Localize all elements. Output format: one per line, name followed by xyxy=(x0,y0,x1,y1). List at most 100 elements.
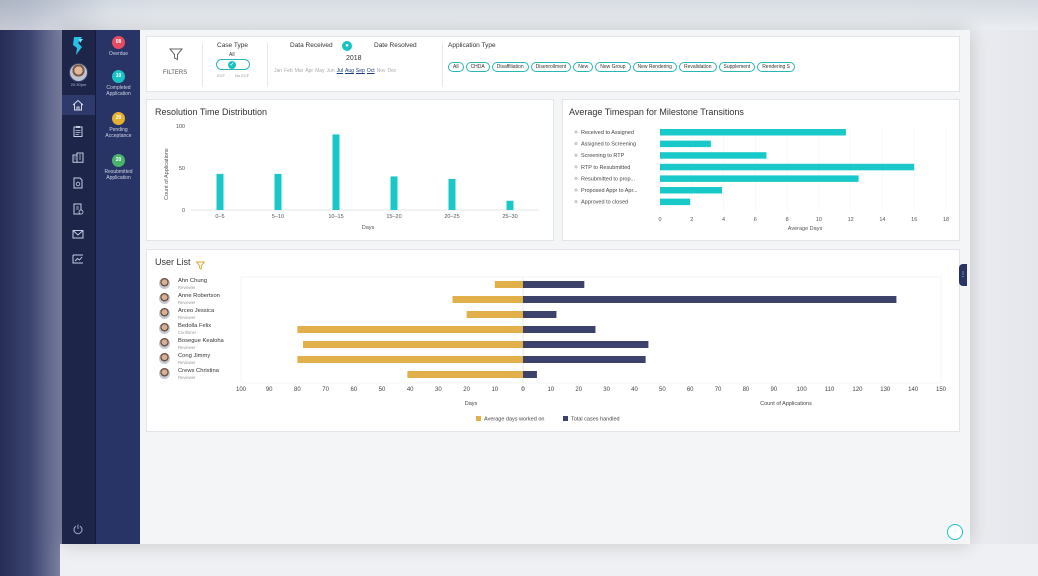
plot-frame xyxy=(240,276,942,384)
milestone-bar[interactable] xyxy=(660,175,859,182)
user-row[interactable]: Cong Jimmy Reviewer xyxy=(159,353,239,366)
days-bar[interactable] xyxy=(407,371,523,378)
resolution-bar[interactable] xyxy=(332,134,340,210)
app-type-chip[interactable]: Supplement xyxy=(718,62,756,72)
y-tick-label: 50 xyxy=(179,166,185,172)
milestone-bar[interactable] xyxy=(660,140,711,148)
month-apr[interactable]: Apr xyxy=(305,68,314,74)
month-feb[interactable]: Feb xyxy=(284,68,293,74)
x-tick-label: 15–20 xyxy=(386,214,401,220)
document-icon[interactable] xyxy=(71,176,85,190)
home-icon[interactable] xyxy=(71,98,85,112)
side-collapse-handle[interactable]: ⋮ xyxy=(959,264,967,286)
cases-bar[interactable] xyxy=(523,281,585,288)
right-tick-label: 130 xyxy=(880,387,891,393)
milestone-bar[interactable] xyxy=(660,129,846,136)
milestone-bar[interactable] xyxy=(660,187,722,194)
chat-icon[interactable]: ◌ xyxy=(947,524,963,540)
power-icon[interactable] xyxy=(71,522,85,536)
resolution-bar[interactable] xyxy=(506,200,514,210)
month-jul[interactable]: Jul xyxy=(336,68,344,74)
app-type-chip[interactable]: New Rendering xyxy=(632,62,677,72)
resolution-bar[interactable] xyxy=(216,173,224,210)
days-bar[interactable] xyxy=(297,356,523,363)
days-bar[interactable] xyxy=(494,281,523,288)
right-tick-label: 20 xyxy=(575,387,582,393)
resolution-bar[interactable] xyxy=(274,173,282,210)
milestone-bar[interactable] xyxy=(660,163,915,171)
days-bar[interactable] xyxy=(303,341,523,348)
subnav-pending[interactable]: 20 Pending Acceptance xyxy=(96,112,141,139)
month-jan[interactable]: Jan xyxy=(274,68,283,74)
badge-document-icon[interactable] xyxy=(71,202,85,216)
x-tick-label: 10 xyxy=(816,217,822,223)
app-type-chip[interactable]: Disaffiliation xyxy=(491,62,529,72)
app-type-chip[interactable]: New Group xyxy=(595,62,631,72)
app-type-chip[interactable]: All xyxy=(448,62,464,72)
cases-bar[interactable] xyxy=(523,356,646,363)
filter-divider xyxy=(442,43,443,87)
user-row[interactable]: Arceo Jessica Reviewer xyxy=(159,308,239,321)
building-icon[interactable] xyxy=(71,150,85,164)
month-may[interactable]: May xyxy=(315,68,325,74)
mail-icon[interactable] xyxy=(71,227,85,241)
user-row[interactable]: Bosegue Kealoha Reviewer xyxy=(159,338,239,351)
subnav-completed[interactable]: 10 Completed Application xyxy=(96,70,141,97)
filter-icon[interactable] xyxy=(168,47,184,66)
milestone-bar[interactable] xyxy=(660,152,767,159)
month-sep[interactable]: Sep xyxy=(355,68,365,74)
clipboard-icon[interactable] xyxy=(71,124,85,138)
date-toggle-icon[interactable]: ● xyxy=(342,41,352,51)
user-row[interactable]: Anne Robertson Reviewer xyxy=(159,293,239,306)
overdue-badge: 08 xyxy=(112,36,125,49)
days-bar[interactable] xyxy=(466,311,523,318)
cases-bar[interactable] xyxy=(523,326,596,333)
subnav-overdue[interactable]: 08 Overdue xyxy=(96,36,141,57)
user-list-filter-icon[interactable] xyxy=(195,257,206,275)
user-role: Reviewer xyxy=(178,285,196,290)
date-received-label[interactable]: Data Received xyxy=(290,42,333,49)
days-bar[interactable] xyxy=(297,326,523,333)
app-type-chip[interactable]: Disenrollment xyxy=(530,62,572,72)
chart-icon[interactable] xyxy=(71,252,85,266)
subnav-resubmitted[interactable]: 20 Resubmitted Application xyxy=(96,154,141,181)
date-resolved-label[interactable]: Date Resolved xyxy=(374,42,417,49)
case-type-toggle[interactable]: ✓ xyxy=(216,59,250,70)
month-jun[interactable]: Jun xyxy=(326,68,335,74)
user-avatar xyxy=(159,308,170,319)
x-tick-label: 12 xyxy=(848,217,854,223)
month-aug[interactable]: Aug xyxy=(345,68,354,74)
resolution-bar[interactable] xyxy=(448,178,456,210)
month-dec[interactable]: Dec xyxy=(387,68,397,74)
cases-bar[interactable] xyxy=(523,296,897,303)
user-row[interactable]: Ahn Chung Reviewer xyxy=(159,278,239,291)
year-label: 2018 xyxy=(346,55,362,62)
user-role: Reviewer xyxy=(178,300,196,305)
app-type-chip[interactable]: New xyxy=(573,62,594,72)
x-tick-label: 0 xyxy=(658,217,661,223)
app-type-chip[interactable]: Rendering S xyxy=(757,62,795,72)
x-tick-label: 20–25 xyxy=(444,214,459,220)
avatar[interactable] xyxy=(69,63,88,82)
resolution-bar[interactable] xyxy=(390,176,398,210)
app-type-chip[interactable]: CHDA xyxy=(465,62,490,72)
cases-bar[interactable] xyxy=(523,371,537,378)
app-type-chip[interactable]: Revalidation xyxy=(678,62,717,72)
month-nov[interactable]: Nov xyxy=(376,68,386,74)
month-mar[interactable]: Mar xyxy=(294,68,304,74)
avatar-time: 20:30pm xyxy=(70,82,87,87)
left-tick-label: 0 xyxy=(521,387,525,393)
milestone-bar[interactable] xyxy=(660,198,691,206)
user-row[interactable]: Bedolla Felix Confirmer xyxy=(159,323,239,336)
month-oct[interactable]: Oct xyxy=(366,68,375,74)
cases-bar[interactable] xyxy=(523,311,557,318)
toggle-check-icon: ✓ xyxy=(228,61,236,69)
cases-bar[interactable] xyxy=(523,341,649,348)
days-bar[interactable] xyxy=(452,296,524,303)
user-row[interactable]: Crews Christina Reviewer xyxy=(159,368,239,381)
milestone-bullet xyxy=(574,153,578,157)
milestone-bullet xyxy=(574,188,578,192)
resolution-title: Resolution Time Distribution xyxy=(155,107,268,117)
sidebar: 20:30pm xyxy=(62,30,95,544)
right-tick-label: 120 xyxy=(852,387,863,393)
